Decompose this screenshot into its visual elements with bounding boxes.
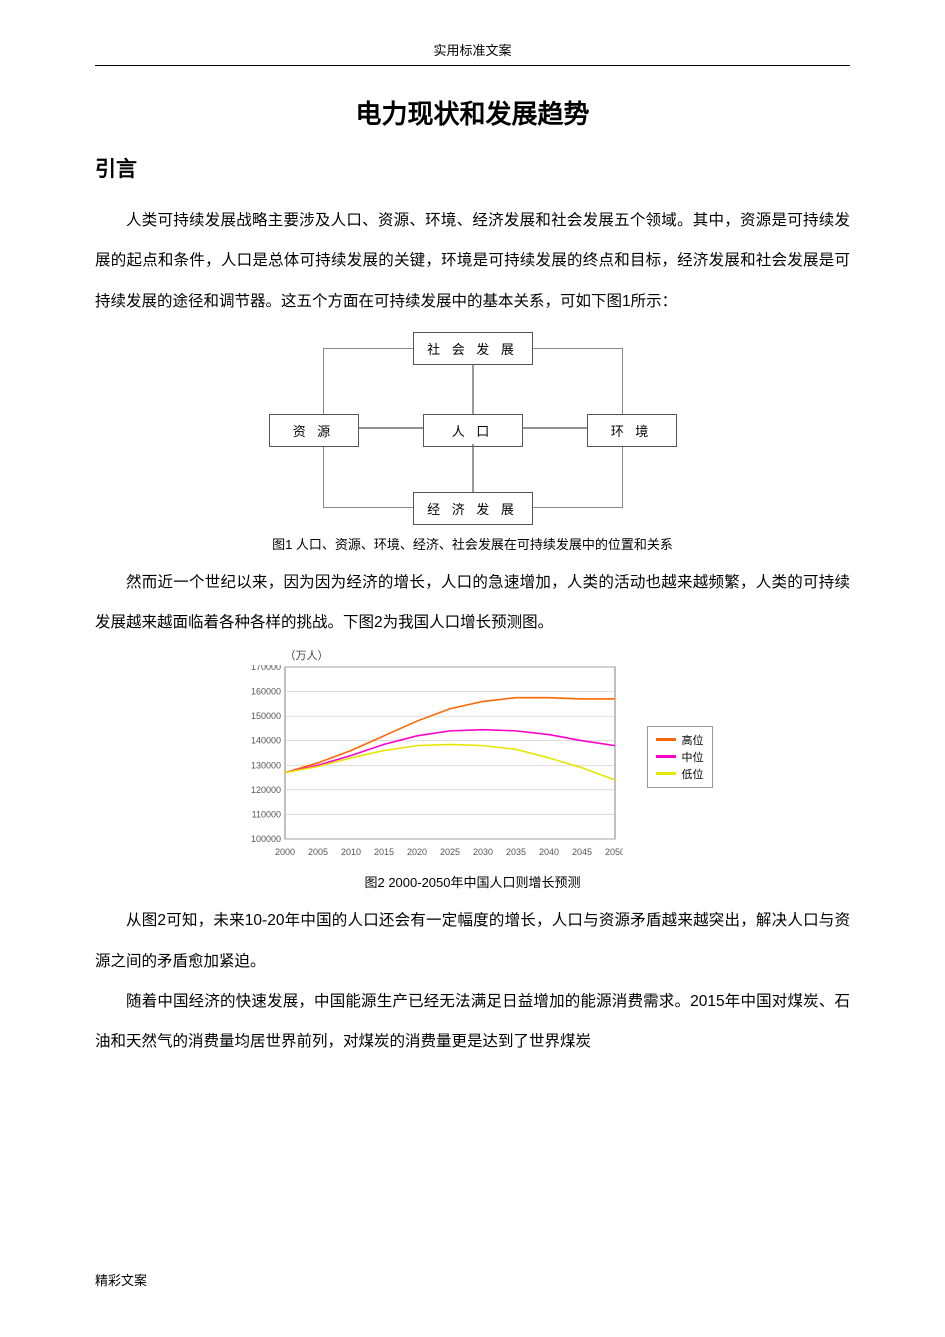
legend-swatch	[656, 738, 676, 741]
svg-text:2010: 2010	[340, 847, 360, 857]
svg-text:160000: 160000	[250, 687, 280, 697]
section-heading-intro: 引言	[95, 153, 850, 183]
svg-text:170000: 170000	[250, 665, 280, 672]
legend-label: 高位	[682, 732, 704, 748]
chart-canvas: 100000 110000 120000 130000 140000 150000 1600…	[233, 665, 623, 866]
diagram-node-top: 社 会 发 展	[413, 332, 533, 365]
svg-text:2005: 2005	[307, 847, 327, 857]
figure-1-diagram: 社 会 发 展 资 源 人 口 环 境 经 济 发 展	[95, 328, 850, 528]
diagram-node-left: 资 源	[269, 414, 359, 447]
diagram-node-right: 环 境	[587, 414, 677, 447]
figure-2-chart: （万人） 100000 110000 120000 130000 140000 15000…	[95, 647, 850, 866]
document-title: 电力现状和发展趋势	[95, 94, 850, 131]
svg-text:130000: 130000	[250, 761, 280, 771]
svg-text:2000: 2000	[274, 847, 294, 857]
chart-svg: 100000 110000 120000 130000 140000 150000 1600…	[233, 665, 623, 861]
legend-swatch	[656, 772, 676, 775]
page: 实用标准文案 电力现状和发展趋势 引言 人类可持续发展战略主要涉及人口、资源、环…	[0, 0, 945, 1093]
figure-1-caption: 图1 人口、资源、环境、经济、社会发展在可持续发展中的位置和关系	[95, 534, 850, 553]
legend-row: 低位	[656, 766, 704, 782]
svg-text:120000: 120000	[250, 785, 280, 795]
svg-text:2030: 2030	[472, 847, 492, 857]
svg-text:140000: 140000	[250, 736, 280, 746]
svg-text:2050: 2050	[604, 847, 622, 857]
paragraph-3: 从图2可知，未来10-20年中国的人口还会有一定幅度的增长，人口与资源矛盾越来越…	[95, 901, 850, 982]
legend-row: 高位	[656, 732, 704, 748]
paragraph-2: 然而近一个世纪以来，因为因为经济的增长，人口的急速增加，人类的活动也越来越频繁，…	[95, 563, 850, 644]
chart-legend: 高位中位低位	[647, 726, 713, 788]
diagram-canvas: 社 会 发 展 资 源 人 口 环 境 经 济 发 展	[263, 328, 683, 528]
svg-text:2045: 2045	[571, 847, 591, 857]
legend-swatch	[656, 755, 676, 758]
legend-label: 中位	[682, 749, 704, 765]
page-header: 实用标准文案	[95, 40, 850, 66]
page-footer: 精彩文案	[95, 1270, 147, 1289]
svg-text:2040: 2040	[538, 847, 558, 857]
chart-outer: （万人） 100000 110000 120000 130000 140000 15000…	[233, 647, 713, 866]
legend-label: 低位	[682, 766, 704, 782]
svg-text:2035: 2035	[505, 847, 525, 857]
svg-text:100000: 100000	[250, 834, 280, 844]
svg-text:2020: 2020	[406, 847, 426, 857]
paragraph-4: 随着中国经济的快速发展，中国能源生产已经无法满足日益增加的能源消费需求。2015…	[95, 982, 850, 1063]
chart-block: （万人） 100000 110000 120000 130000 140000 15000…	[233, 647, 623, 866]
legend-row: 中位	[656, 749, 704, 765]
paragraph-1: 人类可持续发展战略主要涉及人口、资源、环境、经济发展和社会发展五个领域。其中，资…	[95, 201, 850, 322]
chart-y-unit: （万人）	[285, 647, 623, 663]
svg-text:110000: 110000	[251, 810, 280, 820]
svg-text:2025: 2025	[439, 847, 459, 857]
diagram-node-bottom: 经 济 发 展	[413, 492, 533, 525]
svg-text:2015: 2015	[373, 847, 393, 857]
figure-2-caption: 图2 2000-2050年中国人口则增长预测	[95, 872, 850, 891]
svg-text:150000: 150000	[250, 712, 280, 722]
diagram-node-center: 人 口	[423, 414, 523, 447]
